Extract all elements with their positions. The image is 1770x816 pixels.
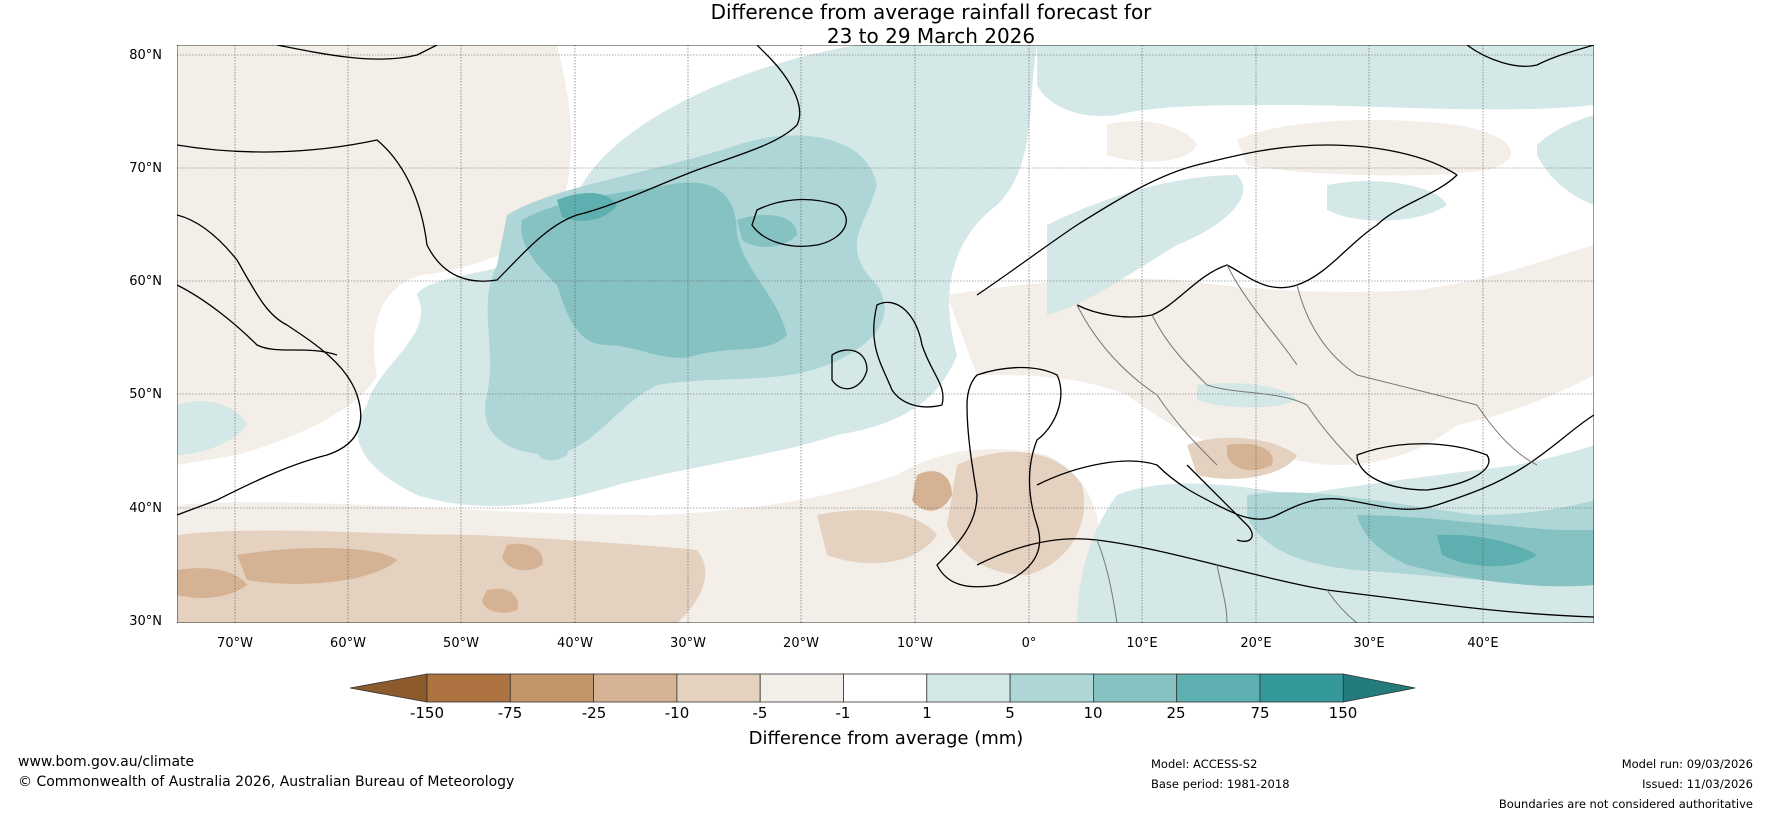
region-moist-deficit-2 bbox=[177, 568, 247, 598]
footer-model-run: Model run: 09/03/2026 bbox=[1621, 757, 1753, 771]
region-tan-atlantic-mid bbox=[817, 510, 937, 564]
colorbar-segment bbox=[1176, 673, 1261, 703]
lon-label-40e: 40°E bbox=[1467, 636, 1499, 651]
lon-label-40w: 40°W bbox=[557, 636, 593, 651]
colorbar-tick-label: -75 bbox=[497, 704, 523, 722]
colorbar-segment bbox=[1009, 673, 1094, 703]
region-wet-10-25 bbox=[521, 182, 787, 358]
colorbar-extend-low bbox=[350, 673, 428, 703]
colorbar-segment bbox=[926, 673, 1011, 703]
lat-label-70n: 70°N bbox=[129, 161, 162, 176]
region-moist-deficit-6 bbox=[1227, 443, 1273, 471]
region-wet-east bbox=[1537, 115, 1594, 205]
colorbar-tick-label: 5 bbox=[1005, 704, 1015, 722]
footer-website: www.bom.gov.au/climate bbox=[18, 754, 195, 770]
region-wet-arctic bbox=[1037, 45, 1594, 116]
colorbar-tick-label: 1 bbox=[922, 704, 932, 722]
coast-black-sea bbox=[1356, 443, 1490, 491]
country-borders bbox=[1076, 264, 1538, 623]
coast-canada bbox=[177, 214, 362, 516]
map-title-line1: Difference from average rainfall forecas… bbox=[710, 0, 1152, 24]
colorbar-tick-label: -1 bbox=[835, 704, 851, 722]
rainfall-anomaly-map bbox=[177, 45, 1594, 623]
colorbar-segments bbox=[350, 673, 1416, 703]
colorbar-tick-label: 150 bbox=[1328, 704, 1358, 722]
colorbar-tick-label: -10 bbox=[664, 704, 690, 722]
colorbar-tick-label: 25 bbox=[1166, 704, 1186, 722]
colorbar-segment bbox=[1259, 673, 1344, 703]
coast-svalbard bbox=[1466, 45, 1594, 67]
coast-greenland-north bbox=[276, 45, 438, 60]
lon-label-50w: 50°W bbox=[443, 636, 479, 651]
colorbar-segment bbox=[843, 673, 928, 703]
region-wet-norway bbox=[1047, 175, 1244, 315]
lon-label-20w: 20°W bbox=[783, 636, 819, 651]
region-moist-deficit-3 bbox=[502, 543, 543, 571]
footer-base-period: Base period: 1981-2018 bbox=[1151, 777, 1290, 791]
lon-label-10w: 10°W bbox=[897, 636, 933, 651]
anomaly-fill-layer bbox=[177, 45, 1594, 623]
footer-issued: Issued: 11/03/2026 bbox=[1642, 777, 1753, 791]
colorbar-tick-label: -5 bbox=[752, 704, 768, 722]
region-moist-deficit-5 bbox=[912, 471, 952, 511]
lon-label-60w: 60°W bbox=[330, 636, 366, 651]
graticule bbox=[177, 45, 1594, 623]
region-dry-northwest bbox=[177, 45, 572, 465]
map-title: Difference from average rainfall forecas… bbox=[0, 0, 1770, 48]
colorbar-tick-label: 10 bbox=[1083, 704, 1103, 722]
colorbar-extend-high bbox=[1342, 673, 1416, 703]
lon-label-0: 0° bbox=[1021, 636, 1037, 651]
lon-label-30w: 30°W bbox=[670, 636, 706, 651]
coast-labrador bbox=[177, 284, 338, 356]
lon-label-70w: 70°W bbox=[217, 636, 253, 651]
colorbar-segment bbox=[759, 673, 844, 703]
colorbar-segment bbox=[1093, 673, 1178, 703]
coast-ireland bbox=[831, 349, 868, 390]
region-wet-central-eu bbox=[1197, 383, 1297, 408]
colorbar-title: Difference from average (mm) bbox=[748, 728, 1024, 749]
coast-north-africa bbox=[976, 538, 1594, 618]
region-wet-25-75-b bbox=[1437, 534, 1537, 567]
lat-label-60n: 60°N bbox=[129, 274, 162, 289]
footer-copyright: © Commonwealth of Australia 2026, Austra… bbox=[18, 774, 515, 790]
coast-iceland bbox=[751, 198, 847, 247]
lat-label-30n: 30°N bbox=[129, 614, 162, 629]
colorbar-segment bbox=[426, 673, 511, 703]
colorbar-tick-label: -25 bbox=[581, 704, 607, 722]
region-moist-deficit-1 bbox=[237, 548, 397, 584]
region-wet-west bbox=[177, 401, 247, 455]
colorbar-segment bbox=[676, 673, 761, 703]
colorbar-tick-label: 75 bbox=[1250, 704, 1270, 722]
region-wet-25-75 bbox=[557, 193, 617, 221]
region-dry-europe bbox=[947, 245, 1594, 465]
colorbar bbox=[350, 673, 1416, 703]
lat-label-40n: 40°N bbox=[129, 501, 162, 516]
colorbar-segment bbox=[593, 673, 678, 703]
region-wet-5-10-b bbox=[537, 435, 568, 461]
lat-label-50n: 50°N bbox=[129, 387, 162, 402]
coast-scandinavia bbox=[976, 144, 1458, 318]
map-title-line2: 23 to 29 March 2026 bbox=[826, 24, 1036, 48]
lat-label-80n: 80°N bbox=[129, 48, 162, 63]
footer-disclaimer: Boundaries are not considered authoritat… bbox=[1498, 797, 1753, 811]
footer-model: Model: ACCESS-S2 bbox=[1151, 757, 1258, 771]
colorbar-tick-label: -150 bbox=[409, 704, 445, 722]
coast-italy bbox=[1186, 464, 1253, 542]
coastlines bbox=[177, 45, 1594, 618]
colorbar-segment bbox=[509, 673, 595, 703]
coast-med-north bbox=[1036, 414, 1594, 520]
region-dry-arctic bbox=[1107, 121, 1197, 162]
region-wet-finland bbox=[1327, 181, 1447, 221]
coast-greenland bbox=[177, 45, 801, 282]
region-moist-deficit-4 bbox=[482, 588, 518, 613]
coast-british-isles bbox=[873, 301, 944, 408]
region-tan-iberia bbox=[947, 451, 1085, 575]
coast-europe-mainland bbox=[936, 366, 1062, 588]
lon-label-20e: 20°E bbox=[1240, 636, 1272, 651]
lon-label-30e: 30°E bbox=[1353, 636, 1385, 651]
lon-label-10e: 10°E bbox=[1126, 636, 1158, 651]
